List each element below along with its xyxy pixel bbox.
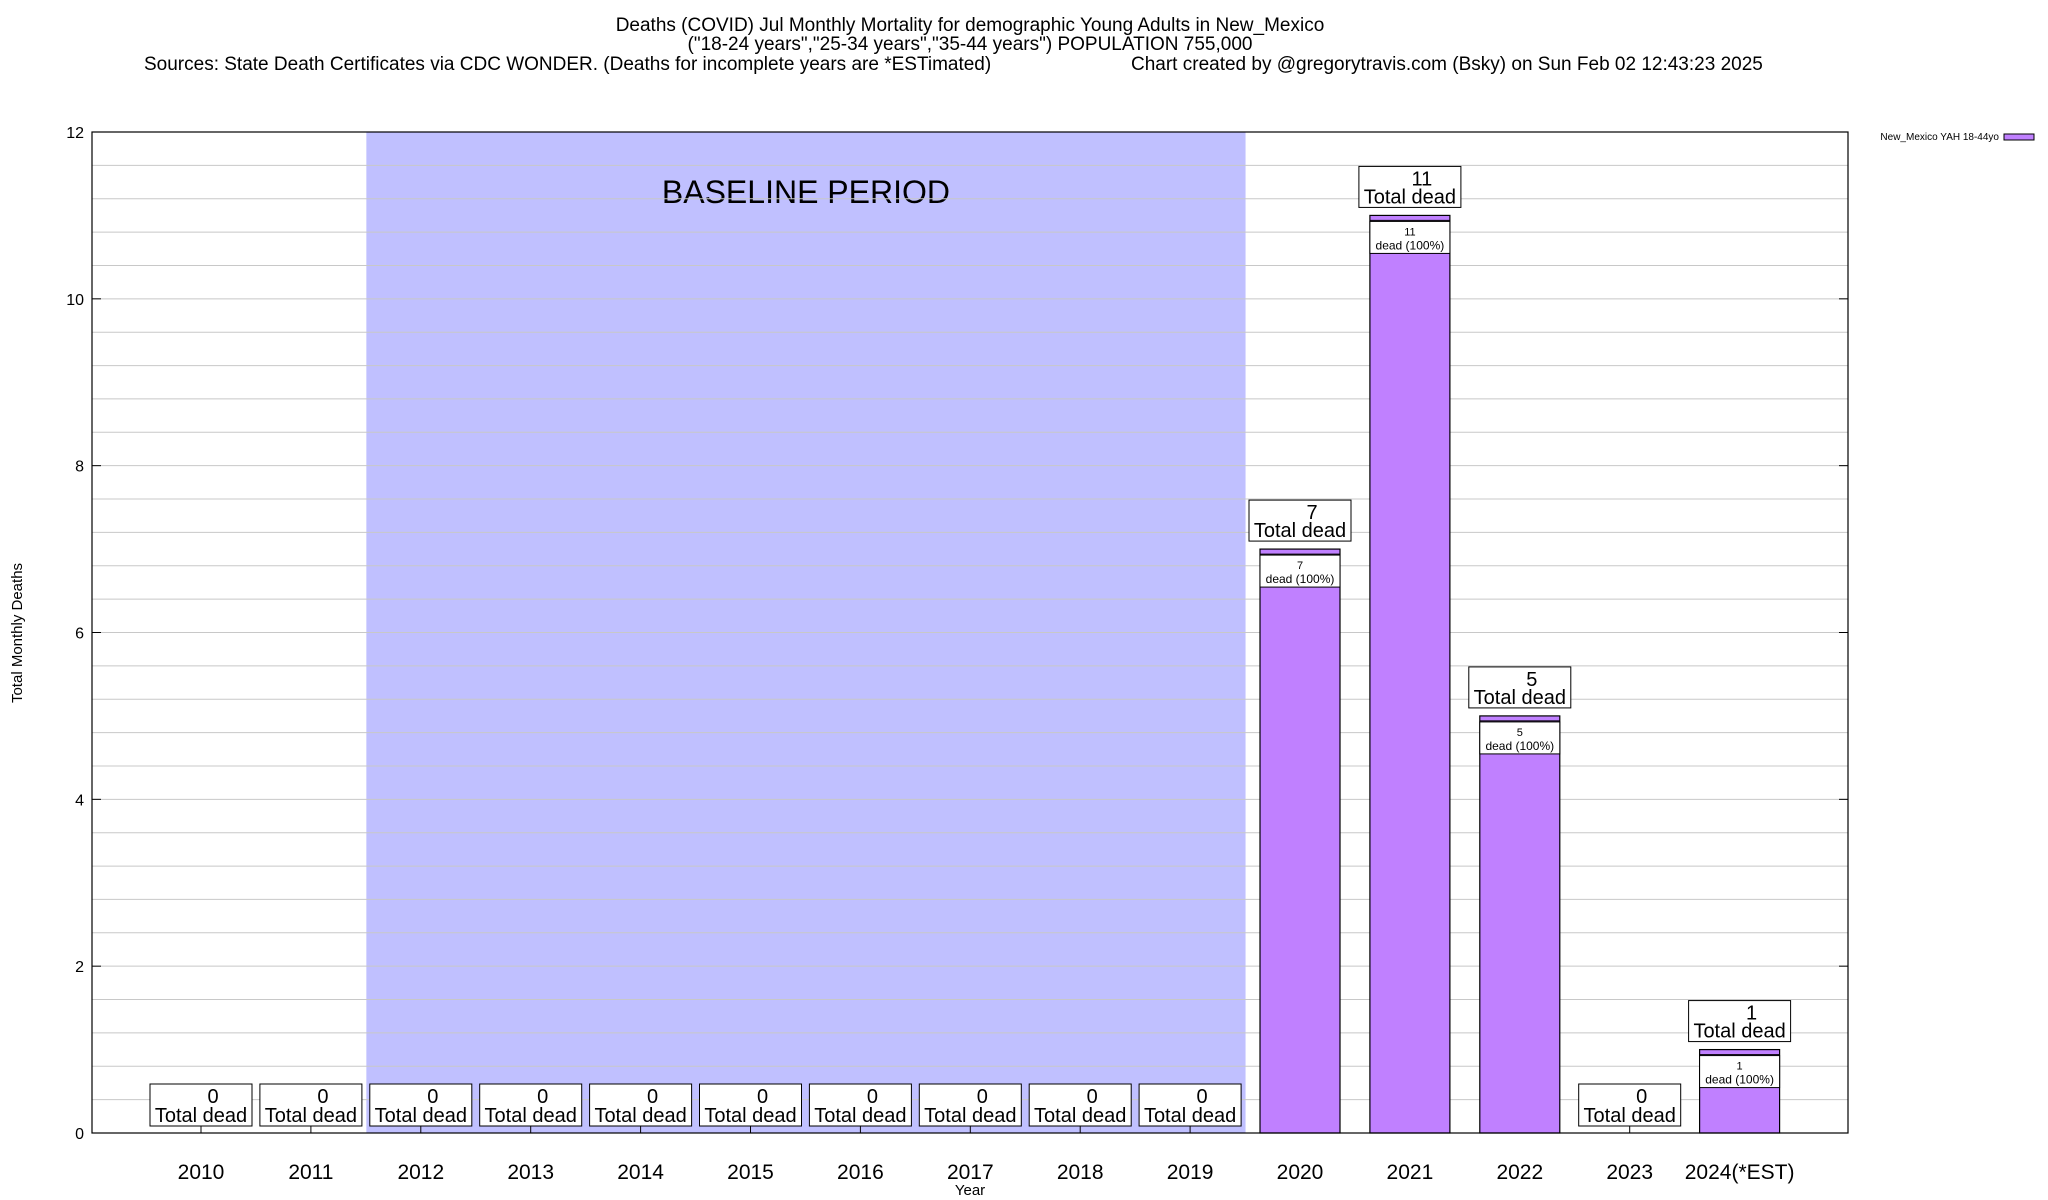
total-dead-label: Total dead [155,1105,247,1127]
total-value-label: 1 [1746,1003,1757,1025]
x-tick-label: 2018 [1057,1161,1104,1184]
total-dead-label: Total dead [1474,687,1566,709]
inner-label-box [1479,721,1561,755]
total-value-label: 5 [1526,669,1537,691]
total-dead-label: Total dead [704,1105,796,1127]
total-dead-label: Total dead [375,1105,467,1127]
total-dead-label: Total dead [265,1105,357,1127]
total-value-label: 0 [207,1086,218,1108]
total-dead-label: Total dead [924,1105,1016,1127]
total-label-box [918,1083,1022,1127]
inner-percent-label: dead (100%) [1376,238,1445,252]
y-tick-label: 12 [66,125,84,142]
total-label-box [589,1083,693,1127]
x-tick-label: 2016 [837,1161,884,1184]
total-label-box [259,1083,363,1127]
x-tick-label: 2010 [178,1161,225,1184]
inner-percent-label: dead (100%) [1266,572,1335,586]
inner-percent-label: dead (100%) [1705,1073,1774,1087]
x-tick-label: 2023 [1606,1161,1653,1184]
x-tick-label: 2017 [947,1161,994,1184]
total-dead-label: Total dead [1144,1105,1236,1127]
total-label-box [1248,499,1352,542]
baseline-period-label: BASELINE PERIOD [662,174,950,210]
total-label-box [699,1083,802,1127]
bar [1479,715,1561,1134]
total-value-label: 0 [427,1086,438,1108]
total-dead-label: Total dead [1584,1105,1676,1127]
y-axis-label: Total Monthly Deaths [9,563,26,703]
bar [1369,214,1451,1134]
total-value-label: 0 [977,1086,988,1108]
x-tick-label: 2015 [727,1161,774,1184]
total-label-box [1688,1000,1792,1043]
inner-label-box [1259,554,1341,588]
y-tick-label: 6 [75,626,84,643]
x-tick-label: 2011 [288,1161,333,1184]
inner-value-label: 11 [1404,226,1415,238]
total-value-label: 0 [867,1086,878,1108]
x-tick-label: 2014 [617,1161,664,1184]
total-value-label: 0 [317,1086,328,1108]
inner-label-box [1699,1055,1781,1089]
total-value-label: 0 [757,1086,768,1108]
total-label-box [808,1083,912,1127]
total-label-box [1358,165,1462,208]
total-label-box [1028,1083,1132,1127]
total-value-label: 11 [1412,168,1433,190]
total-label-box [149,1083,253,1127]
total-dead-label: Total dead [1364,186,1456,208]
chart-credit: Chart created by @gregorytravis.com (Bsk… [1131,54,1763,75]
total-value-label: 0 [537,1086,548,1108]
legend-label: New_Mexico YAH 18-44yo [1880,132,1999,143]
x-tick-label: 2013 [507,1161,554,1184]
inner-percent-label: dead (100%) [1485,739,1554,753]
total-label-box [369,1083,473,1127]
x-tick-label: 2012 [397,1161,444,1184]
chart-title-line1: Deaths (COVID) Jul Monthly Mortality for… [616,15,1325,36]
plot-frame [91,131,1849,1134]
chart-sources: Sources: State Death Certificates via CD… [144,54,991,75]
y-tick-label: 2 [75,959,84,976]
x-tick-label: 2024(*EST) [1685,1161,1795,1184]
total-dead-label: Total dead [485,1105,577,1127]
x-tick-label: 2019 [1167,1161,1214,1184]
x-tick-label: 2020 [1277,1161,1324,1184]
inner-value-label: 1 [1737,1061,1743,1073]
inner-value-label: 7 [1297,560,1303,572]
y-tick-label: 0 [75,1126,84,1143]
y-tick-label: 4 [75,792,84,809]
x-tick-label: 2021 [1387,1161,1434,1184]
total-label-box [1468,666,1572,709]
total-label-box [479,1083,583,1127]
total-dead-label: Total dead [594,1105,686,1127]
x-axis-label: Year [955,1182,985,1199]
legend-swatch [2003,133,2035,141]
y-tick-label: 8 [75,459,84,476]
y-tick-label: 10 [66,292,84,309]
total-value-label: 0 [647,1086,658,1108]
total-dead-label: Total dead [1693,1021,1785,1043]
inner-label-box [1369,220,1451,254]
total-dead-label: Total dead [1034,1105,1126,1127]
total-label-box [1578,1083,1682,1127]
x-tick-label: 2022 [1496,1161,1543,1184]
inner-value-label: 5 [1517,727,1523,739]
total-dead-label: Total dead [814,1105,906,1127]
total-value-label: 0 [1087,1086,1098,1108]
bar [1259,548,1341,1134]
total-dead-label: Total dead [1254,520,1346,542]
total-value-label: 7 [1306,502,1317,524]
total-value-label: 0 [1197,1086,1208,1108]
total-label-box [1138,1083,1242,1127]
total-value-label: 0 [1636,1086,1647,1108]
chart-title-line2: ("18-24 years","25-34 years","35-44 year… [688,34,1253,55]
